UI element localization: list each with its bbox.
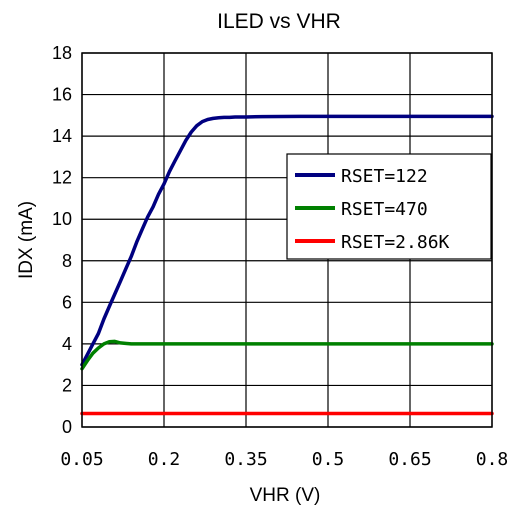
y-tick-label: 12 <box>52 168 72 188</box>
x-axis-label: VHR (V) <box>250 485 321 506</box>
chart-title: ILED vs VHR <box>217 10 341 33</box>
y-tick-label: 16 <box>52 85 72 105</box>
legend-label: RSET=2.86K <box>341 232 450 253</box>
y-tick-label: 6 <box>62 292 72 312</box>
y-tick-label: 4 <box>62 334 72 354</box>
x-tick-label: 0.65 <box>388 449 431 470</box>
y-tick-label: 2 <box>62 375 72 395</box>
plot-lines <box>80 114 494 416</box>
x-tick-label: 0.8 <box>476 449 509 470</box>
y-tick-label: 10 <box>52 209 72 229</box>
y-tick-label: 0 <box>62 417 72 437</box>
x-tick-label: 0.2 <box>148 449 181 470</box>
y-axis-label: IDX (mA) <box>16 201 37 279</box>
x-tick-label: 0.5 <box>312 449 345 470</box>
y-tick-label: 18 <box>52 43 72 63</box>
legend-label: RSET=470 <box>341 199 428 220</box>
series-line-1 <box>80 114 494 367</box>
series-line-2 <box>80 339 494 371</box>
x-tick-labels: 0.05 0.2 0.35 0.5 0.65 0.8 <box>60 449 508 470</box>
x-tick-label: 0.05 <box>60 449 103 470</box>
legend-label: RSET=122 <box>341 166 428 187</box>
y-tick-label: 14 <box>52 126 72 146</box>
y-tick-label: 8 <box>62 251 72 271</box>
plot-frame <box>81 52 493 428</box>
y-tick-labels: 0 2 4 6 8 10 12 14 16 18 <box>52 43 72 437</box>
legend: RSET=122 RSET=470 RSET=2.86K <box>286 153 492 260</box>
x-tick-label: 0.35 <box>224 449 267 470</box>
